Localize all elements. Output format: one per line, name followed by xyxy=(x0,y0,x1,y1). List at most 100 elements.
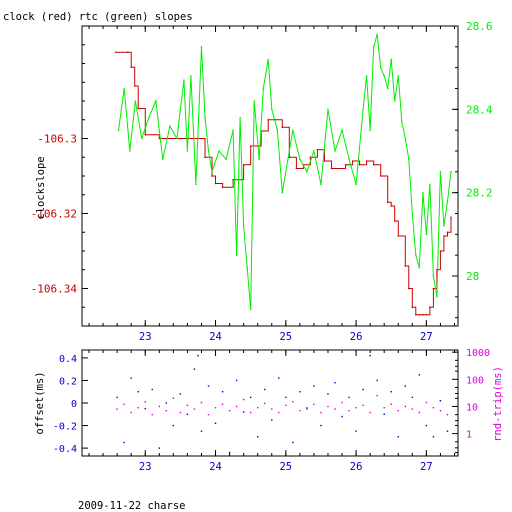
clock-point xyxy=(144,133,147,136)
offset-point xyxy=(390,391,392,393)
x-tick-label: 24 xyxy=(209,331,222,343)
offset-point xyxy=(158,447,161,449)
rtc-point xyxy=(232,129,234,131)
clock-point xyxy=(295,167,298,170)
offset-point xyxy=(165,402,168,404)
rtc-point xyxy=(292,129,294,131)
offset-point xyxy=(172,424,175,427)
rtt-point xyxy=(355,407,357,409)
rtc-point xyxy=(253,100,255,102)
rtc-point xyxy=(306,171,308,173)
rtc-point xyxy=(258,158,260,161)
rtc-point xyxy=(117,129,120,131)
rtc-point xyxy=(246,266,248,269)
rtc-point xyxy=(379,66,382,69)
top-x-axis: 23 24 25 26 27 xyxy=(88,26,455,343)
rtc-point xyxy=(415,254,417,256)
rtt-point xyxy=(306,407,308,409)
rtc-point xyxy=(169,125,171,127)
bottom-plot-area xyxy=(116,354,449,454)
clock-point xyxy=(249,145,252,147)
clock-point xyxy=(379,175,382,177)
left-y-tick-label: 0.2 xyxy=(59,376,77,387)
offset-point xyxy=(411,396,414,399)
offset-point xyxy=(313,385,315,387)
rtc-point xyxy=(140,137,143,140)
clock-point xyxy=(204,156,206,159)
rtt-point xyxy=(123,403,125,406)
offset-point xyxy=(292,441,294,444)
rtc-point xyxy=(313,150,315,152)
top-left-axis: -106.3 -106.32 -106.34 xyxy=(31,25,88,327)
clock-point xyxy=(316,148,319,151)
rtt-point xyxy=(362,404,364,407)
rtc-point xyxy=(183,79,185,81)
rtt-point xyxy=(151,413,153,416)
x-tick-label: 24 xyxy=(209,461,222,473)
rtt-point xyxy=(264,402,266,405)
offset-point xyxy=(200,430,203,432)
clock-point xyxy=(386,201,389,204)
clock-point xyxy=(214,182,217,185)
clock-point xyxy=(137,107,140,110)
clock-point xyxy=(267,118,270,121)
rtc-point xyxy=(450,171,452,173)
clock-point xyxy=(211,175,213,177)
rtc-point xyxy=(327,108,329,111)
rtc-point xyxy=(276,129,279,131)
rtt-point xyxy=(439,409,442,412)
bottom-left-axis-label: offset(ms) xyxy=(34,371,46,434)
figure-caption: 2009-11-22 charse xyxy=(78,500,185,512)
rtt-point xyxy=(299,409,301,412)
rtc-point xyxy=(134,100,137,102)
clock-point xyxy=(393,220,396,222)
right-y-tick-label: 10 xyxy=(466,402,478,413)
rtt-point xyxy=(207,413,210,416)
rtt-point xyxy=(313,403,315,406)
left-y-tick-label: -0.2 xyxy=(53,422,77,433)
rtc-slope-line xyxy=(118,34,452,310)
rtc-point xyxy=(204,116,206,119)
rtc-point xyxy=(425,233,428,236)
offset-point xyxy=(249,396,252,399)
rtc-point xyxy=(443,225,445,227)
clock-point xyxy=(408,287,410,290)
rtc-point xyxy=(186,150,189,152)
clock-point xyxy=(446,231,449,234)
rtc-point xyxy=(362,108,364,111)
rtc-point xyxy=(341,129,343,131)
bottom-x-axis: 23 24 25 26 27 xyxy=(88,350,455,473)
rtt-point xyxy=(228,409,231,412)
clock-point xyxy=(242,163,245,166)
rtc-point xyxy=(355,183,357,186)
rtc-point xyxy=(123,87,125,90)
left-y-tick-label: 0 xyxy=(71,399,77,410)
clock-point xyxy=(330,167,333,170)
offset-point xyxy=(116,396,118,399)
bottom-left-axis: 0.4 0.2 0 -0.2 -0.4 xyxy=(53,354,88,455)
rtc-point xyxy=(334,150,336,152)
left-y-tick-label: -106.3 xyxy=(37,133,77,146)
clock-point xyxy=(158,137,161,140)
rtc-point xyxy=(422,191,424,194)
offset-point xyxy=(221,391,224,393)
rtt-point xyxy=(278,411,280,414)
rtt-point xyxy=(292,400,294,403)
rtt-point xyxy=(369,411,371,414)
rtc-point xyxy=(162,158,164,161)
clock-point xyxy=(429,306,431,309)
x-tick-label: 27 xyxy=(420,461,433,473)
clock-point xyxy=(126,51,129,54)
right-y-tick-label: 100 xyxy=(466,375,484,386)
top-plot-frame xyxy=(81,25,459,327)
rtc-point xyxy=(365,75,368,77)
rtc-point xyxy=(400,121,403,123)
rtc-point xyxy=(239,116,241,119)
clock-point xyxy=(179,137,182,140)
clock-point xyxy=(450,216,452,219)
rtt-point xyxy=(271,408,273,410)
offset-point xyxy=(186,413,189,415)
offset-point xyxy=(151,388,153,391)
rtc-point xyxy=(432,275,435,277)
